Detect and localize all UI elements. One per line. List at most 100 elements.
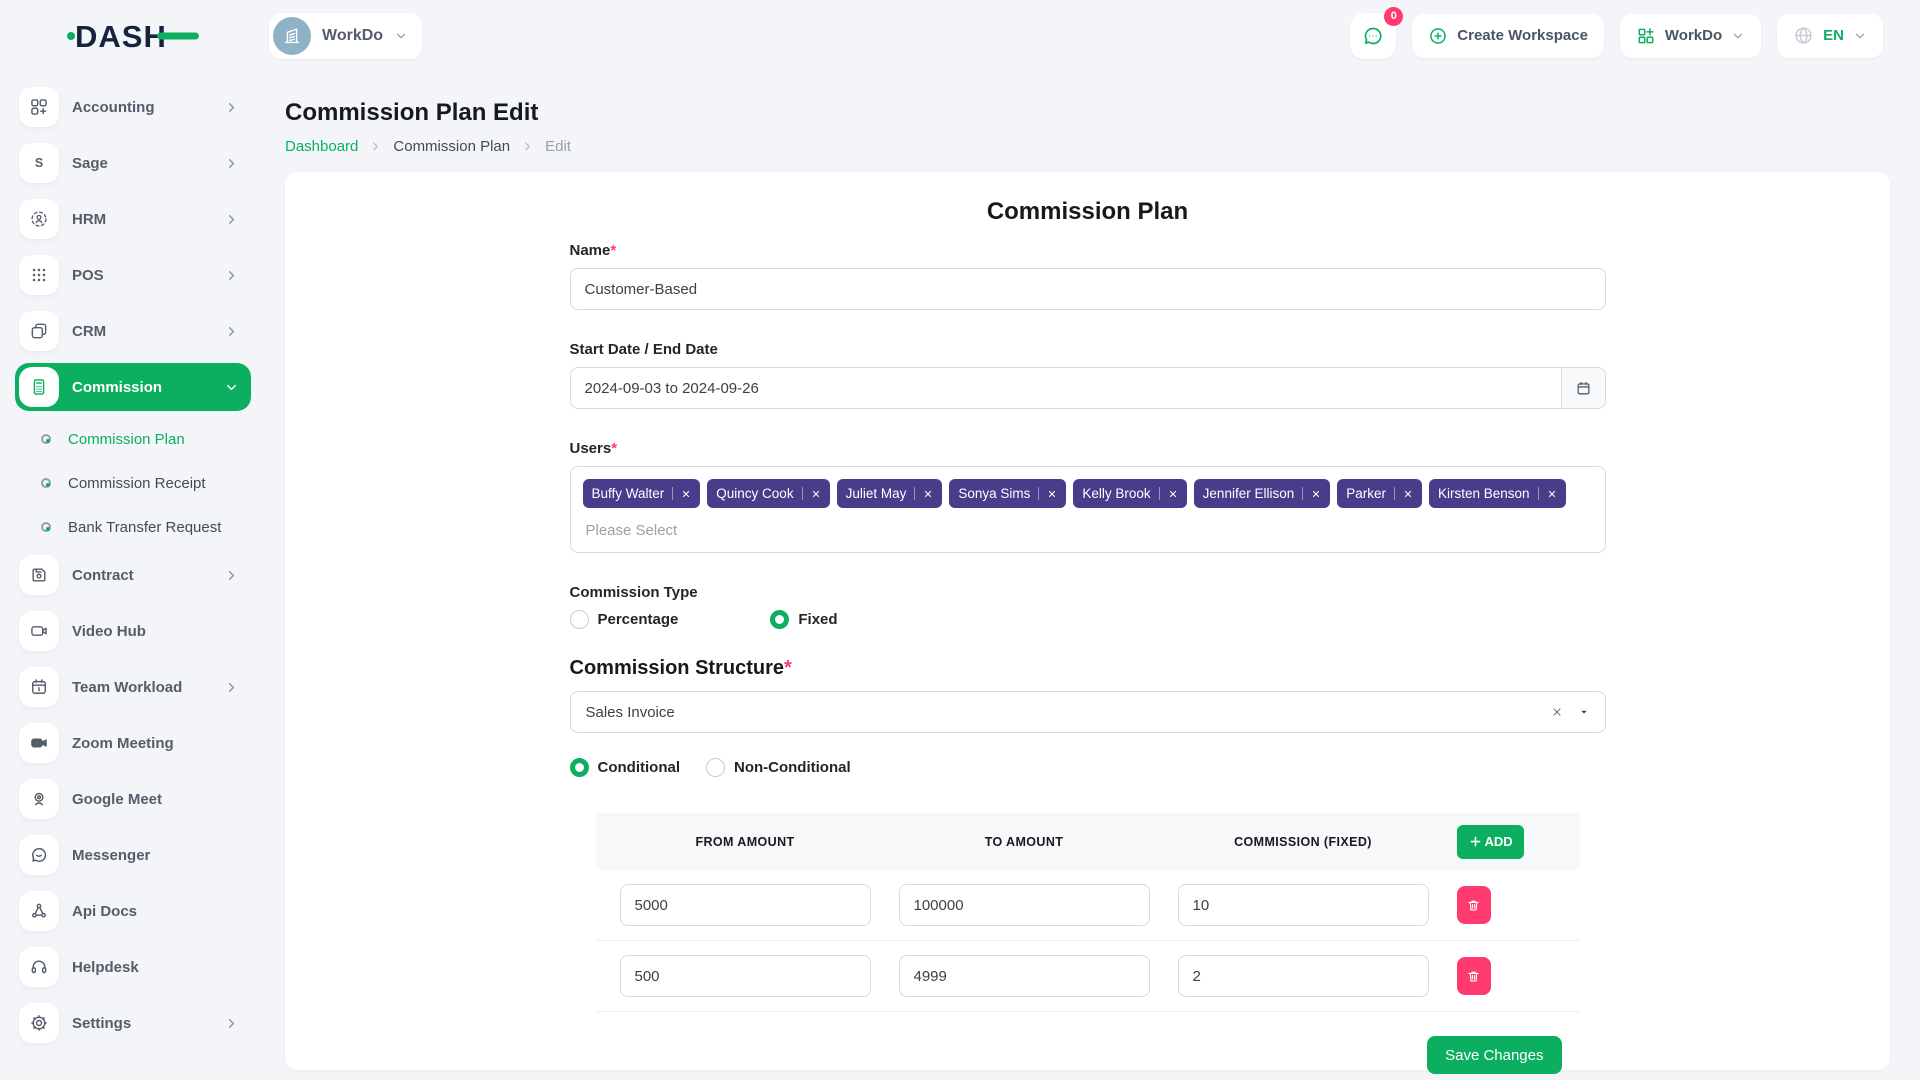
name-section: Name* [569,242,1606,310]
breadcrumb-current: Edit [545,138,571,155]
sidebar-subitem-commission-plan[interactable]: Commission Plan [41,419,251,459]
sidebar-item-label: Api Docs [72,902,138,920]
sidebar-item-crm[interactable]: CRM [15,307,251,355]
sidebar-item-contract[interactable]: Contract [15,551,251,599]
messages-button[interactable]: 0 [1350,6,1404,59]
sidebar-item-label: Zoom Meeting [72,734,174,752]
sidebar-item-label: Team Workload [72,678,183,696]
name-label: Name* [569,242,617,259]
remove-tag-icon[interactable] [1047,489,1057,499]
name-input[interactable] [569,268,1606,310]
sidebar-subitem-bank-transfer-request[interactable]: Bank Transfer Request [41,507,251,547]
user-tag: Jennifer Ellison [1193,479,1331,508]
remove-tag-icon[interactable] [681,489,691,499]
language-code: EN [1823,27,1844,44]
sidebar-item-label: CRM [72,322,107,340]
sidebar-item-label: Messenger [72,846,151,864]
calculator-icon [19,367,59,407]
language-selector[interactable]: EN [1777,13,1883,58]
structure-select[interactable]: Sales Invoice [569,691,1606,733]
commission-plan-form-card: Commission Plan Name* Start Date / End D… [285,172,1890,1074]
breadcrumb: Dashboard Commission Plan Edit [285,138,1890,155]
sidebar-item-label: Commission [72,378,163,396]
sidebar-item-google-meet[interactable]: Google Meet [15,775,251,823]
sidebar-item-label: Accounting [72,98,155,116]
sidebar-item-label: Video Hub [72,622,146,640]
date-range-label: Start Date / End Date [569,341,718,358]
grid-plus-icon [1638,27,1654,43]
save-changes-button[interactable]: Save Changes [1427,1036,1562,1074]
sidebar-item-label: Sage [72,154,108,172]
user-tag: Buffy Walter [582,479,701,508]
calendar-addon-button[interactable] [1560,367,1606,409]
users-multiselect[interactable]: Buffy Walter Quincy Cook Juliet May Sony… [569,466,1606,553]
user-tag: Kirsten Benson [1428,479,1566,508]
radio-conditional[interactable]: Conditional [569,758,680,777]
commission-input[interactable] [1177,884,1429,926]
create-workspace-button[interactable]: Create Workspace [1412,13,1604,58]
remove-tag-icon[interactable] [811,489,821,499]
sidebar-item-accounting[interactable]: Accounting [15,83,251,131]
radio-circle-icon [770,610,790,629]
video-camera-icon [19,611,59,651]
sidebar-item-messenger[interactable]: Messenger [15,831,251,879]
clear-selection-icon[interactable] [1551,706,1563,718]
remove-tag-icon[interactable] [923,489,933,499]
breadcrumb-dashboard-link[interactable]: Dashboard [285,138,359,155]
structure-heading: Commission Structure* [569,657,792,679]
calendar-icon [19,667,59,707]
column-header-to-amount: TO AMOUNT [984,834,1064,849]
remove-tag-icon[interactable] [1547,489,1557,499]
svg-text:S: S [35,156,43,170]
from-amount-input[interactable] [619,884,871,926]
radio-non-conditional[interactable]: Non-Conditional [706,758,851,777]
to-amount-input[interactable] [898,955,1150,997]
remove-tag-icon[interactable] [1403,489,1413,499]
sidebar-item-helpdesk[interactable]: Helpdesk [15,943,251,991]
sidebar-item-video-hub[interactable]: Video Hub [15,607,251,655]
sidebar-item-zoom-meeting[interactable]: Zoom Meeting [15,719,251,767]
breadcrumb-commission-plan-link[interactable]: Commission Plan [393,138,511,155]
user-tag: Sonya Sims [949,479,1067,508]
chat-bubble-icon [19,835,59,875]
to-amount-input[interactable] [898,884,1150,926]
dots-grid-icon [19,255,59,295]
workspace-pill[interactable]: WorkDo [269,12,423,59]
sidebar-item-commission[interactable]: Commission [15,363,251,411]
headset-icon [19,947,59,987]
sidebar-subitem-commission-receipt[interactable]: Commission Receipt [41,463,251,503]
sidebar-item-pos[interactable]: POS [15,251,251,299]
sidebar-item-settings[interactable]: Settings [15,999,251,1047]
remove-tag-icon[interactable] [1311,489,1321,499]
remove-tag-icon[interactable] [1168,489,1178,499]
sidebar-item-api-docs[interactable]: Api Docs [15,887,251,935]
user-tag: Parker [1337,479,1422,508]
add-tier-button[interactable]: ADD [1456,824,1524,859]
svg-text:DASH: DASH [75,19,167,54]
delete-row-button[interactable] [1456,957,1491,995]
sidebar-item-sage[interactable]: S Sage [15,139,251,187]
table-header-row: FROM AMOUNT TO AMOUNT COMMISSION (FIXED)… [595,813,1580,870]
sidebar-item-team-workload[interactable]: Team Workload [15,663,251,711]
commission-tiers-table: FROM AMOUNT TO AMOUNT COMMISSION (FIXED)… [595,813,1580,1012]
workspace-switcher-button[interactable]: WorkDo [1619,13,1762,58]
dash-logo-icon: DASH [67,19,199,54]
radio-fixed[interactable]: Fixed [770,610,838,629]
column-header-commission: COMMISSION (FIXED) [1234,834,1372,849]
structure-selected-value: Sales Invoice [585,703,675,721]
chevron-down-icon [227,384,236,390]
dropdown-caret-icon [1578,706,1590,718]
sidebar-item-hrm[interactable]: HRM [15,195,251,243]
date-range-input[interactable] [569,367,1561,409]
delete-row-button[interactable] [1456,886,1491,924]
radio-percentage[interactable]: Percentage [569,610,678,629]
radio-circle-icon [706,758,725,777]
from-amount-input[interactable] [619,955,871,997]
overlap-squares-icon [19,311,59,351]
chevron-right-icon [228,1018,235,1028]
app-logo[interactable]: DASH [67,15,199,57]
commission-input[interactable] [1177,955,1429,997]
bullet-icon [41,522,51,532]
sidebar-item-label: Helpdesk [72,958,139,976]
sidebar-item-label: HRM [72,210,107,228]
